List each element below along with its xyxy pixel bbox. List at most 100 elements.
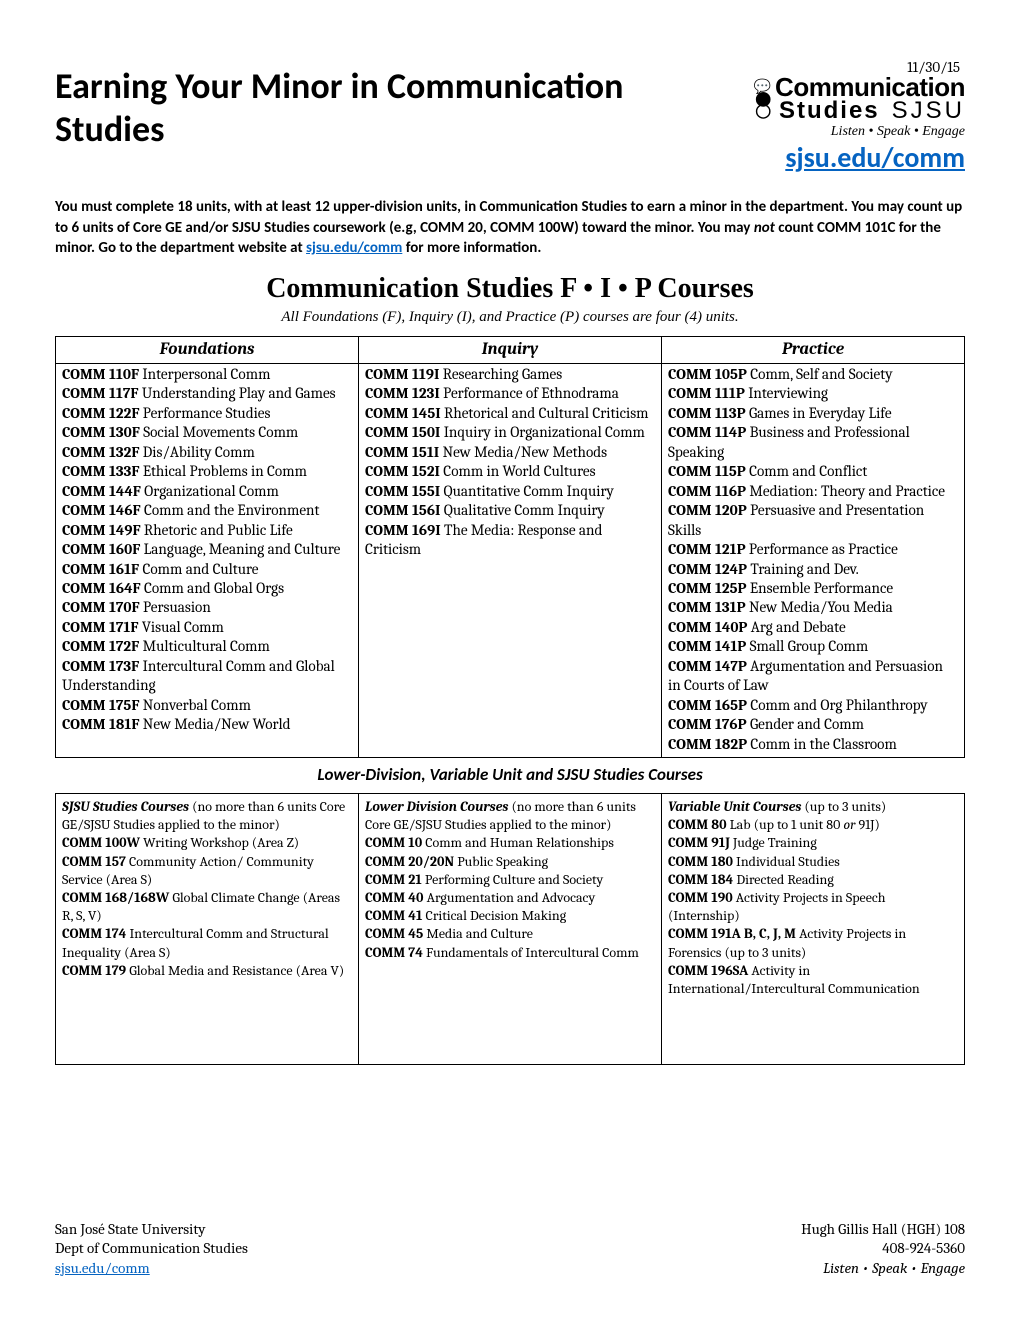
course-entry: COMM 169I The Media: Response and Critic… — [365, 521, 655, 560]
course-entry: COMM 120P Persuasive and Presentation Sk… — [668, 501, 958, 540]
footer-right: Hugh Gillis Hall (HGH) 108 408-924-5360 … — [801, 1220, 965, 1279]
variable-unit-cell: Variable Unit Courses (up to 3 units)COM… — [662, 794, 965, 1065]
course-entry: COMM 130F Social Movements Comm — [62, 423, 352, 442]
logo-bubble-icon: 💬⬤◯ — [754, 81, 769, 117]
course-entry: COMM 119I Researching Games — [365, 365, 655, 384]
course-entry: COMM 141P Small Group Comm — [668, 637, 958, 656]
course-entry: COMM 111P Interviewing — [668, 384, 958, 403]
course-entry: COMM 184 Directed Reading — [668, 871, 958, 889]
course-entry: COMM 110F Interpersonal Comm — [62, 365, 352, 384]
course-entry: COMM 133F Ethical Problems in Comm — [62, 462, 352, 481]
inquiry-cell: COMM 119I Researching GamesCOMM 123I Per… — [359, 363, 662, 757]
footer-left: San José State University Dept of Commun… — [55, 1220, 248, 1279]
course-entry: COMM 150I Inquiry in Organizational Comm — [365, 423, 655, 442]
lower-division-cell: Lower Division Courses (no more than 6 u… — [359, 794, 662, 1065]
course-entry: COMM 140P Arg and Debate — [668, 618, 958, 637]
course-entry: COMM 74 Fundamentals of Intercultural Co… — [365, 944, 655, 962]
course-entry: COMM 131P New Media/You Media — [668, 598, 958, 617]
course-entry: COMM 161F Comm and Culture — [62, 560, 352, 579]
course-entry: COMM 151I New Media/New Methods — [365, 443, 655, 462]
course-entry: COMM 172F Multicultural Comm — [62, 637, 352, 656]
course-entry: COMM 132F Dis/Ability Comm — [62, 443, 352, 462]
course-entry: COMM 20/20N Public Speaking — [365, 853, 655, 871]
intro-link[interactable]: sjsu.edu/comm — [306, 239, 402, 257]
course-entry: COMM 191A B, C, J, M Activity Projects i… — [668, 925, 958, 961]
course-entry: COMM 123I Performance of Ethnodrama — [365, 384, 655, 403]
foundations-cell: COMM 110F Interpersonal CommCOMM 117F Un… — [56, 363, 359, 757]
course-entry: COMM 196SA Activity in International/Int… — [668, 962, 958, 998]
course-entry: COMM 121P Performance as Practice — [668, 540, 958, 559]
course-entry: COMM 160F Language, Meaning and Culture — [62, 540, 352, 559]
fip-table: Foundations Inquiry Practice COMM 110F I… — [55, 336, 965, 758]
course-entry: COMM 190 Activity Projects in Speech (In… — [668, 889, 958, 925]
course-entry: COMM 122F Performance Studies — [62, 404, 352, 423]
page-title: Earning Your Minor in Communication Stud… — [55, 65, 655, 151]
footer-phone: 408-924-5360 — [801, 1239, 965, 1259]
lower-section-title: Lower-Division, Variable Unit and SJSU S… — [55, 764, 965, 785]
course-entry: COMM 100W Writing Workshop (Area Z) — [62, 834, 352, 852]
course-entry: COMM 168/168W Global Climate Change (Are… — [62, 889, 352, 925]
lower-table: SJSU Studies Courses (no more than 6 uni… — [55, 793, 965, 1065]
footer: San José State University Dept of Commun… — [55, 1220, 965, 1279]
course-entry: COMM 181F New Media/New World — [62, 715, 352, 734]
course-entry: COMM 116P Mediation: Theory and Practice — [668, 482, 958, 501]
course-entry: COMM 45 Media and Culture — [365, 925, 655, 943]
col-inquiry: Inquiry — [359, 337, 662, 364]
course-entry: COMM 165P Comm and Org Philanthropy — [668, 696, 958, 715]
course-entry: COMM 10 Comm and Human Relationships — [365, 834, 655, 852]
header: Earning Your Minor in Communication Stud… — [55, 65, 965, 175]
course-entry: COMM 145I Rhetorical and Cultural Critic… — [365, 404, 655, 423]
course-entry: COMM 164F Comm and Global Orgs — [62, 579, 352, 598]
course-entry: COMM 173F Intercultural Comm and Global … — [62, 657, 352, 696]
course-entry: COMM 105P Comm, Self and Society — [668, 365, 958, 384]
course-entry: COMM 124P Training and Dev. — [668, 560, 958, 579]
intro-text-c: for more information. — [402, 239, 541, 257]
document-date: 11/30/15 — [907, 58, 960, 76]
course-entry: COMM 157 Community Action/ Community Ser… — [62, 853, 352, 889]
footer-address: Hugh Gillis Hall (HGH) 108 — [801, 1220, 965, 1240]
logo-sjsu: SJSU — [892, 97, 965, 124]
dept-logo: 💬⬤◯ Communication StudiesSJSU Listen • S… — [754, 75, 965, 175]
fip-title: Communication Studies F • I • P Courses — [55, 273, 965, 305]
course-entry: COMM 115P Comm and Conflict — [668, 462, 958, 481]
course-entry: COMM 146F Comm and the Environment — [62, 501, 352, 520]
course-entry: COMM 182P Comm in the Classroom — [668, 735, 958, 754]
logo-studies: Studies — [779, 97, 880, 124]
course-entry: COMM 144F Organizational Comm — [62, 482, 352, 501]
course-entry: COMM 114P Business and Professional Spea… — [668, 423, 958, 462]
col-foundations: Foundations — [56, 337, 359, 364]
course-entry: COMM 156I Qualitative Comm Inquiry — [365, 501, 655, 520]
course-entry: COMM 117F Understanding Play and Games — [62, 384, 352, 403]
fip-subtitle: All Foundations (F), Inquiry (I), and Pr… — [55, 309, 965, 326]
intro-not: not — [754, 219, 775, 237]
course-entry: COMM 149F Rhetoric and Public Life — [62, 521, 352, 540]
col-practice: Practice — [662, 337, 965, 364]
footer-tagline: Listen • Speak • Engage — [801, 1259, 965, 1279]
course-entry: COMM 176P Gender and Comm — [668, 715, 958, 734]
course-entry: COMM 80 Lab (up to 1 unit 80 or 91J) — [668, 816, 958, 834]
footer-univ: San José State University — [55, 1220, 248, 1240]
logo-line2: Studies SJSU — [775, 100, 965, 123]
course-entry: COMM 113P Games in Everyday Life — [668, 404, 958, 423]
logo-tagline: Listen • Speak • Engage — [754, 124, 965, 140]
course-entry: COMM 125P Ensemble Performance — [668, 579, 958, 598]
course-entry: COMM 21 Performing Culture and Society — [365, 871, 655, 889]
practice-cell: COMM 105P Comm, Self and SocietyCOMM 111… — [662, 363, 965, 757]
course-entry: COMM 174 Intercultural Comm and Structur… — [62, 925, 352, 961]
course-entry: COMM 170F Persuasion — [62, 598, 352, 617]
course-entry: COMM 152I Comm in World Cultures — [365, 462, 655, 481]
course-entry: COMM 91J Judge Training — [668, 834, 958, 852]
course-entry: COMM 175F Nonverbal Comm — [62, 696, 352, 715]
course-entry: COMM 179 Global Media and Resistance (Ar… — [62, 962, 352, 980]
course-entry: COMM 171F Visual Comm — [62, 618, 352, 637]
intro-paragraph: You must complete 18 units, with at leas… — [55, 197, 965, 258]
sjsu-studies-cell: SJSU Studies Courses (no more than 6 uni… — [56, 794, 359, 1065]
course-entry: COMM 147P Argumentation and Persuasion i… — [668, 657, 958, 696]
course-entry: COMM 155I Quantitative Comm Inquiry — [365, 482, 655, 501]
footer-link[interactable]: sjsu.edu/comm — [55, 1259, 150, 1277]
header-link[interactable]: sjsu.edu/comm — [785, 140, 965, 175]
course-entry: COMM 41 Critical Decision Making — [365, 907, 655, 925]
footer-dept: Dept of Communication Studies — [55, 1239, 248, 1259]
course-entry: COMM 180 Individual Studies — [668, 853, 958, 871]
course-entry: COMM 40 Argumentation and Advocacy — [365, 889, 655, 907]
